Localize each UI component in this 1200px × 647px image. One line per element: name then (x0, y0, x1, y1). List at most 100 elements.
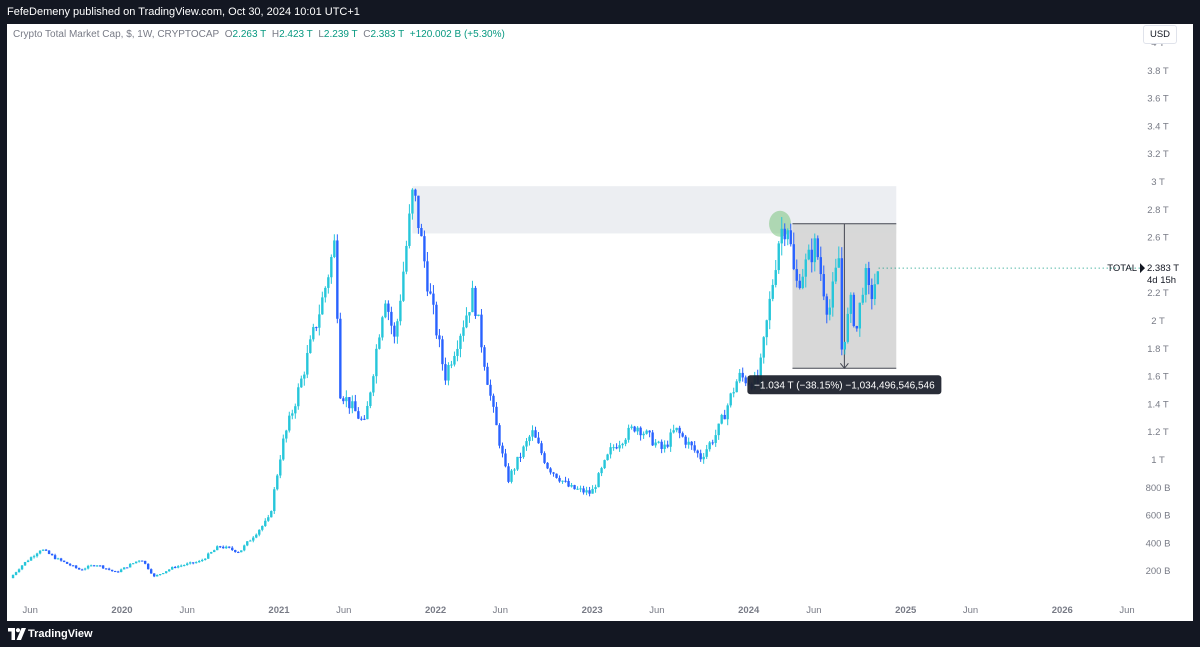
candle-body (600, 468, 603, 474)
candle-body (155, 574, 159, 577)
x-axis-tick-label: Jun (23, 605, 38, 616)
chart-frame (7, 24, 1193, 621)
candle-body (858, 302, 862, 329)
currency-button[interactable]: USD (1143, 25, 1177, 44)
candle-body (411, 189, 414, 214)
candle-body (873, 284, 877, 300)
candle-body (318, 314, 321, 328)
candle-body (170, 566, 174, 570)
footer-bar: TradingView (0, 621, 1200, 647)
candle-body (801, 276, 804, 289)
candle-body (663, 444, 666, 449)
candle-body (642, 433, 645, 436)
candle-body (393, 325, 396, 337)
candle-body (143, 560, 147, 564)
candle-body (104, 568, 108, 570)
candle-body (246, 541, 249, 546)
candle-body (330, 257, 333, 278)
candle-body (528, 436, 531, 442)
candle-body (399, 300, 402, 322)
candle-body (534, 430, 537, 438)
candle-body (846, 313, 850, 342)
candle-body (300, 378, 303, 388)
candle-body (303, 374, 306, 379)
candle-body (339, 318, 342, 399)
measure-label: −1.034 T (−38.15%) −1,034,496,546,546 (754, 380, 935, 391)
candle-body (774, 270, 777, 285)
y-axis-tick-label: 400 B (1146, 538, 1171, 549)
close-value: 2.383 T (370, 29, 405, 40)
x-axis-tick-label: Jun (180, 605, 195, 616)
candle-body (158, 574, 162, 576)
candle-body (510, 470, 513, 482)
candle-body (173, 566, 177, 568)
y-axis-tick-label: 3 T (1151, 177, 1165, 188)
candle-body (675, 427, 678, 431)
candle-body (678, 427, 681, 434)
candle-body (516, 456, 519, 470)
candle-body (101, 565, 105, 569)
candle-body (672, 430, 675, 433)
candle-body (522, 446, 525, 458)
candle-body (792, 244, 795, 270)
candle-body (210, 552, 213, 554)
candle-body (429, 291, 432, 294)
candle-body (738, 372, 741, 382)
candle-body (306, 352, 309, 375)
candle-body (696, 450, 699, 454)
tradingview-logo-icon (8, 628, 26, 640)
candle-body (822, 274, 825, 297)
candle-body (140, 560, 144, 562)
candle-body (134, 561, 138, 564)
candle-body (852, 294, 856, 326)
candle-body (14, 572, 18, 575)
x-axis-tick-label: 2024 (738, 605, 760, 616)
symbol-description[interactable]: Crypto Total Market Cap, $, 1W, CRYPTOCA… (13, 29, 220, 40)
candle-body (819, 257, 822, 275)
candle-body (438, 335, 441, 340)
candle-body (336, 240, 339, 319)
candle-body (768, 298, 771, 321)
y-axis-tick-label: 2 T (1151, 316, 1165, 327)
candle-body (291, 413, 294, 416)
candle-body (32, 556, 36, 558)
candle-body (378, 337, 381, 349)
publish-bar: FefeDemeny published on TradingView.com,… (0, 0, 1200, 24)
candle-body (843, 341, 847, 350)
candle-body (519, 456, 522, 458)
high-value: 2.423 T (279, 29, 313, 40)
candle-body (321, 297, 324, 315)
x-axis-tick-label: Jun (1119, 605, 1134, 616)
candle-body (279, 459, 282, 476)
candle-body (65, 561, 69, 564)
candle-body (357, 411, 360, 419)
candle-body (834, 267, 837, 282)
candle-body (681, 433, 684, 437)
candle-body (363, 418, 366, 420)
candle-body (74, 565, 78, 568)
open-label: O (224, 29, 233, 40)
candle-body (219, 546, 222, 548)
candle-body (864, 268, 868, 295)
candle-body (690, 441, 693, 446)
y-axis-tick-label: 2.2 T (1147, 288, 1169, 299)
candle-body (360, 418, 363, 420)
candle-body (345, 397, 348, 402)
candle-body (441, 339, 444, 365)
candle-body (603, 460, 606, 469)
candle-body (17, 569, 21, 573)
candle-body (771, 284, 774, 299)
candle-body (77, 567, 81, 570)
candle-body (570, 485, 573, 487)
candle-body (609, 447, 612, 455)
y-axis-tick-label: 1.8 T (1147, 344, 1169, 355)
candle-body (417, 195, 420, 229)
candle-body (119, 569, 123, 573)
candle-body (789, 230, 792, 245)
candle-body (732, 392, 735, 394)
candle-body (216, 546, 219, 551)
candle-body (294, 406, 297, 414)
candle-body (462, 327, 465, 336)
candle-body (83, 568, 87, 570)
